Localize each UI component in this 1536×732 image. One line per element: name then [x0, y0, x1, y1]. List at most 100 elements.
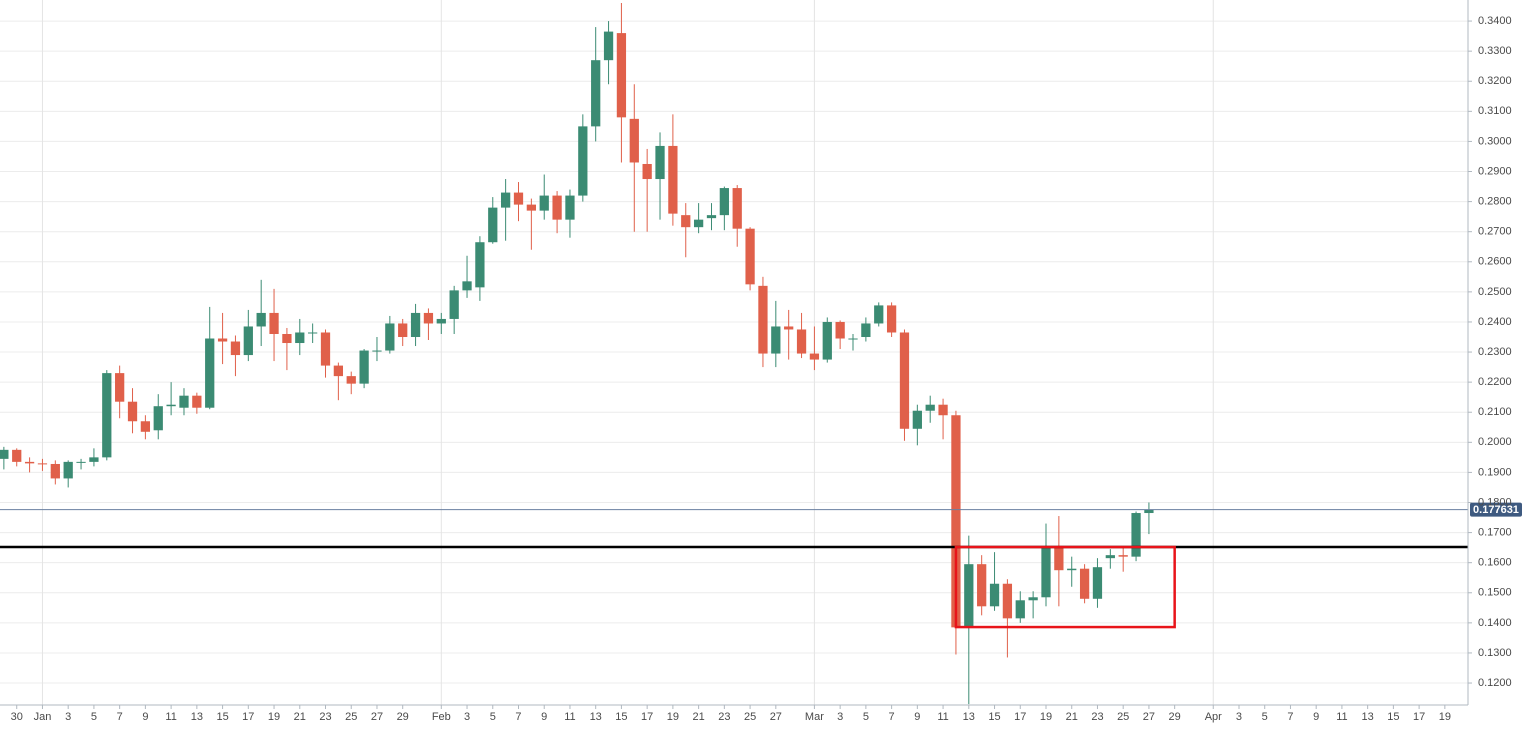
- x-tick-label: 5: [863, 711, 869, 723]
- x-tick-label: 9: [142, 711, 148, 723]
- y-tick-label: 0.3000: [1478, 135, 1512, 147]
- y-tick-label: 0.2600: [1478, 256, 1512, 268]
- candle-body: [398, 323, 408, 338]
- candle-body: [115, 373, 125, 402]
- candle-body: [1079, 568, 1090, 599]
- x-tick-label: 11: [937, 711, 948, 723]
- y-tick-label: 0.1700: [1478, 526, 1512, 538]
- x-tick-label: Apr: [1205, 711, 1222, 723]
- x-tick-label: 23: [718, 711, 730, 723]
- candle-body: [732, 188, 742, 229]
- candle-body: [37, 463, 48, 465]
- candle-body: [76, 461, 86, 463]
- x-tick-label: 27: [371, 711, 383, 723]
- candle-body: [153, 406, 163, 431]
- candle-body: [1054, 547, 1064, 571]
- x-tick-label: 25: [744, 711, 756, 723]
- candle-body: [1118, 555, 1128, 557]
- candle-body: [899, 332, 910, 429]
- candle-body: [346, 376, 356, 384]
- y-tick-label: 0.2200: [1478, 376, 1512, 388]
- candle-body: [205, 338, 215, 408]
- x-tick-label: 15: [1387, 711, 1399, 723]
- candle-body: [886, 305, 897, 333]
- candle-body: [989, 583, 1000, 607]
- candle-body: [89, 457, 99, 462]
- candle-body: [719, 188, 729, 216]
- x-tick-label: 11: [564, 711, 575, 723]
- candle-body: [475, 242, 485, 288]
- candle-body: [282, 333, 292, 344]
- candle-body: [1067, 568, 1077, 571]
- candle-body: [642, 163, 652, 180]
- y-tick-label: 0.3400: [1478, 15, 1512, 27]
- candle-body: [655, 145, 665, 180]
- range-box: [954, 545, 1176, 629]
- candle-body: [513, 192, 524, 205]
- y-tick-label: 0.3100: [1478, 105, 1512, 117]
- candle-body: [1002, 583, 1013, 619]
- x-tick-label: 27: [770, 711, 782, 723]
- y-tick-label: 0.1900: [1478, 466, 1512, 478]
- x-tick-label: 7: [889, 711, 895, 723]
- candle-body: [964, 564, 974, 628]
- candle-body: [166, 404, 176, 407]
- candle-body: [308, 332, 318, 334]
- x-tick-label: 7: [515, 711, 521, 723]
- x-tick-label: 7: [1287, 711, 1293, 723]
- x-tick-label: 13: [963, 711, 975, 723]
- candle-body: [1028, 597, 1038, 601]
- candle-body: [874, 305, 884, 324]
- y-tick-label: 0.1600: [1478, 557, 1512, 569]
- candle-body: [488, 207, 498, 243]
- candle-body: [603, 31, 614, 61]
- candle-body: [1041, 547, 1051, 598]
- candle-body: [243, 326, 253, 356]
- x-tick-label: 30: [11, 711, 23, 723]
- candle-body: [693, 219, 704, 228]
- candle-body: [12, 449, 22, 462]
- candle-body: [925, 404, 935, 411]
- candle-body: [1092, 567, 1103, 599]
- candle-body: [809, 353, 820, 360]
- y-tick-label: 0.2400: [1478, 316, 1512, 328]
- x-tick-label: 9: [541, 711, 547, 723]
- candle-body: [192, 395, 202, 408]
- y-tick-label: 0.2100: [1478, 406, 1512, 418]
- y-tick-label: 0.2000: [1478, 436, 1512, 448]
- candle-body: [127, 401, 138, 422]
- x-tick-label: 11: [1336, 711, 1347, 723]
- y-tick-label: 0.2700: [1478, 226, 1512, 238]
- candle-body: [410, 312, 421, 338]
- x-tick-label: 13: [590, 711, 602, 723]
- x-tick-label: 11: [165, 711, 176, 723]
- candle-body: [771, 326, 781, 354]
- x-tick-label: 17: [1413, 711, 1425, 723]
- candle-body: [179, 395, 189, 408]
- x-tick-label: 25: [345, 711, 357, 723]
- y-tick-label: 0.2800: [1478, 196, 1512, 208]
- candle-body: [1131, 513, 1141, 557]
- y-tick-label: 0.1500: [1478, 587, 1512, 599]
- x-tick-label: 29: [1169, 711, 1181, 723]
- x-tick-label: 15: [615, 711, 627, 723]
- x-tick-label: 13: [1362, 711, 1374, 723]
- x-tick-label: 15: [988, 711, 1000, 723]
- candle-body: [848, 338, 858, 340]
- x-tick-label: 3: [65, 711, 71, 723]
- candle-body: [977, 564, 987, 607]
- x-tick-label: 21: [294, 711, 306, 723]
- candle-body: [616, 33, 627, 118]
- y-tick-label: 0.1200: [1478, 677, 1512, 689]
- candle-body: [372, 350, 382, 352]
- x-tick-label: 25: [1117, 711, 1129, 723]
- x-tick-label: 19: [268, 711, 280, 723]
- x-tick-label: 23: [1091, 711, 1103, 723]
- x-tick-label: 19: [1040, 711, 1052, 723]
- candle-body: [24, 461, 35, 464]
- candle-body: [796, 329, 807, 354]
- candle-body: [706, 215, 717, 219]
- candle-body: [0, 449, 9, 459]
- x-tick-label: 21: [1066, 711, 1078, 723]
